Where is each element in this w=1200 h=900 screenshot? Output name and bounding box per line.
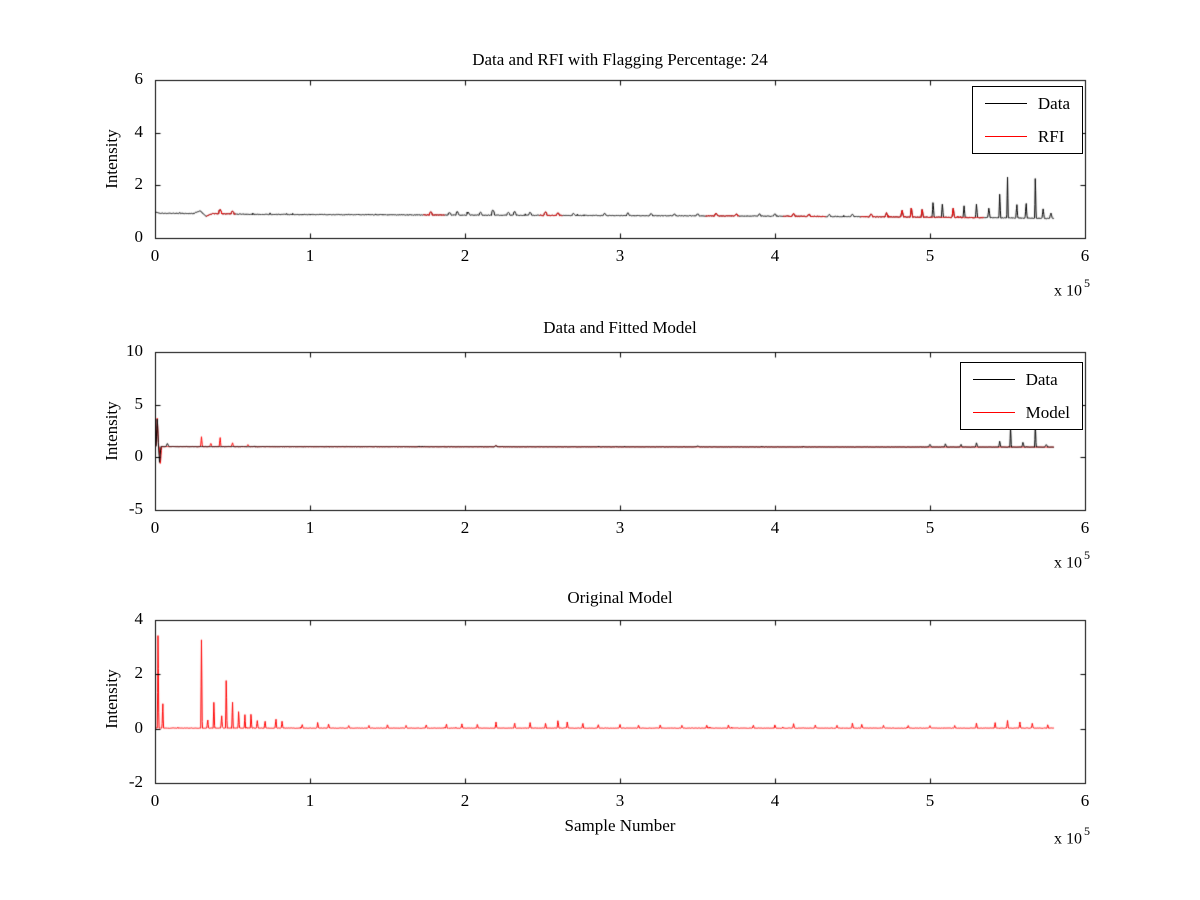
x-tick-label: 5 bbox=[925, 246, 935, 265]
exponent-power: 5 bbox=[1084, 824, 1090, 838]
legend-label: Data bbox=[1025, 369, 1058, 389]
x-tick-label: 1 bbox=[305, 246, 315, 265]
legend-label: RFI bbox=[1037, 126, 1065, 146]
plot2-x-exponent: x 10 5 bbox=[1010, 548, 1090, 572]
exponent-mantissa: x 10 bbox=[1054, 282, 1082, 300]
legend-entry: Model bbox=[961, 396, 1082, 429]
x-tick-label: 1 bbox=[305, 791, 315, 810]
exponent-mantissa: x 10 bbox=[1054, 830, 1082, 848]
exponent-power: 5 bbox=[1084, 548, 1090, 562]
legend-data-line-sample bbox=[972, 379, 1015, 380]
y-tick-label: 0 bbox=[134, 227, 144, 246]
y-tick-label: 4 bbox=[134, 121, 144, 141]
plot3-x-exponent: x 10 5 bbox=[1010, 824, 1090, 848]
plot1-x-exponent: x 10 5 bbox=[1010, 276, 1090, 300]
y-tick-label: 6 bbox=[134, 69, 144, 88]
y-tick-label: 0 bbox=[134, 717, 144, 737]
y-tick-label: 2 bbox=[134, 174, 144, 194]
plot1-title: Data and RFI with Flagging Percentage: 2… bbox=[472, 50, 768, 69]
x-tick-label: 1 bbox=[305, 518, 315, 537]
x-tick-label: 6 bbox=[1080, 246, 1090, 265]
plot3-title: Original Model bbox=[567, 588, 673, 607]
x-tick-label: 4 bbox=[770, 791, 780, 810]
y-tick-label: -5 bbox=[128, 499, 143, 518]
y-tick-label: 5 bbox=[134, 393, 144, 413]
legend-label: Data bbox=[1037, 93, 1070, 113]
legend-rfi-line-sample bbox=[984, 136, 1027, 137]
y-tick-label: 10 bbox=[126, 341, 143, 360]
plot2-title: Data and Fitted Model bbox=[543, 318, 697, 337]
exponent-mantissa: x 10 bbox=[1054, 554, 1082, 572]
legend-entry: Data bbox=[973, 87, 1082, 120]
plot2-legend: Data Model bbox=[959, 362, 1083, 430]
x-tick-label: 6 bbox=[1080, 791, 1090, 810]
plot1-legend: Data RFI bbox=[971, 86, 1083, 154]
x-tick-label: 0 bbox=[150, 791, 160, 810]
x-tick-label: 3 bbox=[615, 518, 625, 537]
x-tick-label: 2 bbox=[460, 791, 470, 810]
x-tick-label: 3 bbox=[615, 246, 625, 265]
x-tick-label: 4 bbox=[770, 518, 780, 537]
y-tick-label: 0 bbox=[134, 446, 144, 466]
legend-data-line-sample bbox=[984, 103, 1027, 104]
y-tick-label: 2 bbox=[134, 663, 144, 683]
exponent-power: 5 bbox=[1084, 276, 1090, 290]
x-tick-label: 0 bbox=[150, 518, 160, 537]
legend-label: Model bbox=[1025, 402, 1070, 422]
x-tick-label: 0 bbox=[150, 246, 160, 265]
y-tick-label: 4 bbox=[134, 609, 144, 628]
x-tick-label: 4 bbox=[770, 246, 780, 265]
y-tick-label: -2 bbox=[128, 772, 143, 791]
x-tick-label: 2 bbox=[460, 246, 470, 265]
legend-entry: Data bbox=[961, 363, 1082, 396]
x-tick-label: 3 bbox=[615, 791, 625, 810]
x-tick-label: 5 bbox=[925, 518, 935, 537]
plot3-x-axis-label: Sample Number bbox=[564, 816, 676, 835]
legend-model-line-sample bbox=[972, 412, 1015, 413]
x-tick-label: 2 bbox=[460, 518, 470, 537]
legend-entry: RFI bbox=[973, 120, 1082, 153]
x-tick-label: 5 bbox=[925, 791, 935, 810]
x-tick-label: 6 bbox=[1080, 518, 1090, 537]
